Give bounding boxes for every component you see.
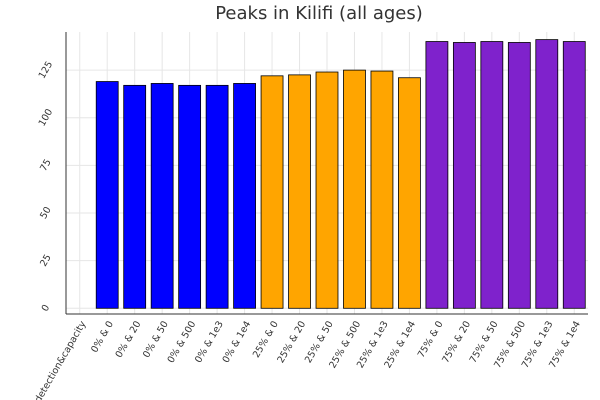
bar bbox=[535, 39, 559, 309]
bar bbox=[343, 69, 366, 309]
bar bbox=[398, 77, 421, 309]
bar bbox=[507, 42, 531, 309]
bar bbox=[425, 41, 449, 309]
y-tick-label: 125 bbox=[37, 60, 56, 81]
x-tick-label: 0% & 0 bbox=[89, 319, 116, 354]
bar bbox=[150, 83, 174, 309]
bars bbox=[95, 39, 586, 309]
x-tick-label: detection&capacity bbox=[33, 319, 89, 400]
bar bbox=[260, 75, 284, 309]
bar bbox=[370, 70, 394, 309]
x-tick-label: 0% & 50 bbox=[141, 319, 171, 360]
bar bbox=[562, 41, 586, 309]
y-tick-labels: 0 25 50 75 100 125 bbox=[37, 60, 56, 314]
x-tick-label: 75% & 0 bbox=[416, 319, 446, 360]
bar bbox=[123, 84, 147, 309]
y-tick-label: 50 bbox=[38, 205, 54, 221]
axes bbox=[65, 32, 588, 315]
bar bbox=[288, 74, 311, 309]
bar bbox=[95, 81, 119, 309]
bar bbox=[233, 83, 256, 309]
x-tick-label: 25% & 0 bbox=[251, 319, 281, 360]
bar bbox=[452, 42, 476, 309]
bar bbox=[205, 84, 229, 309]
x-tick-label: 0% & 20 bbox=[114, 319, 144, 360]
bar bbox=[480, 41, 504, 309]
x-tick-label: 0% & 1e4 bbox=[221, 319, 254, 365]
y-tick-label: 0 bbox=[40, 303, 53, 314]
x-tick-labels: detection&capacity 0% & 00% & 200% & 50 0%… bbox=[33, 319, 583, 400]
y-tick-label: 75 bbox=[38, 157, 54, 173]
y-tick-label: 100 bbox=[37, 107, 56, 128]
chart-title: Peaks in Kilifi (all ages) bbox=[215, 3, 423, 24]
bar bbox=[315, 71, 339, 309]
bar bbox=[178, 84, 202, 309]
y-tick-label: 25 bbox=[38, 253, 54, 269]
